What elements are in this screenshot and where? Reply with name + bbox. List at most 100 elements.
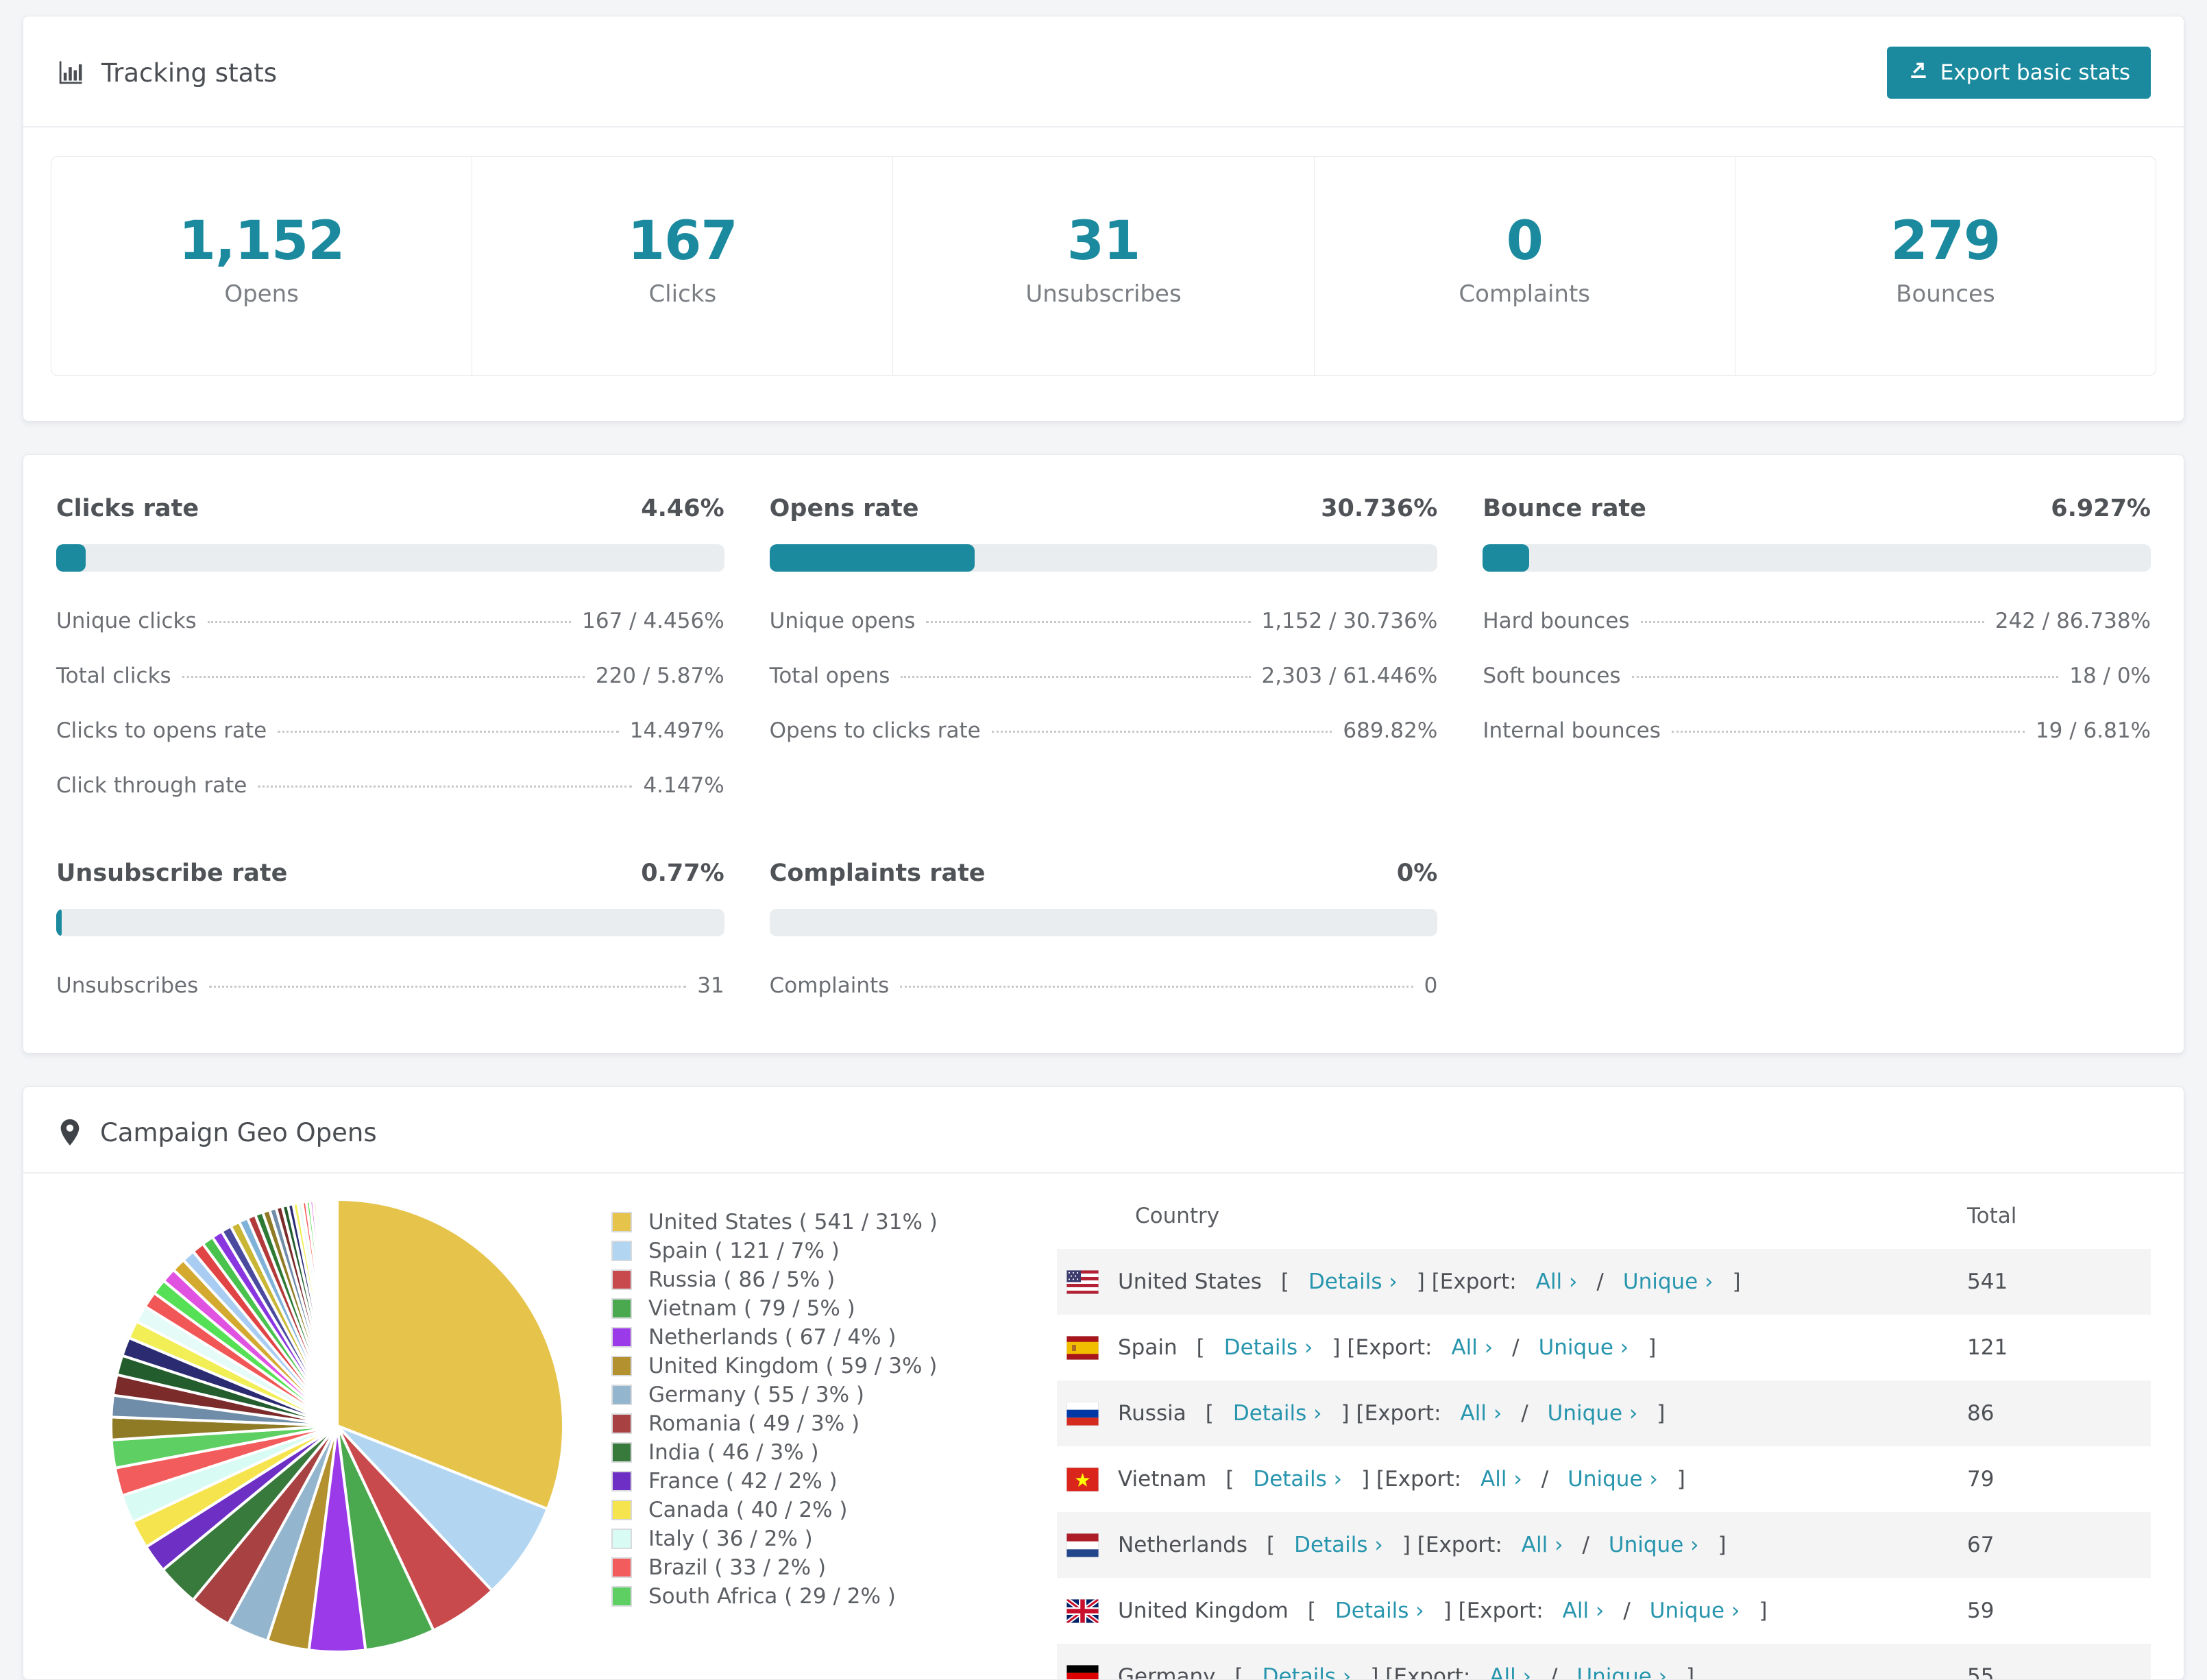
- dotted-leader: [278, 731, 619, 733]
- dotted-leader: [208, 621, 572, 623]
- export-prefix: ] [Export:: [1402, 1533, 1502, 1557]
- bracket: ]: [1759, 1598, 1767, 1623]
- rate-row-label: Total opens: [770, 664, 890, 688]
- rate-rows: Unsubscribes 31: [56, 973, 724, 998]
- export-all-link[interactable]: All ›: [1480, 1467, 1522, 1492]
- details-link[interactable]: Details ›: [1253, 1467, 1342, 1492]
- bracket: ]: [1677, 1467, 1685, 1492]
- rate-row-value: 2,303 / 61.446%: [1262, 664, 1438, 688]
- legend-item-russia: Russia ( 86 / 5% ): [611, 1265, 1057, 1294]
- separator: /: [1512, 1335, 1519, 1360]
- rate-row-value: 14.497%: [630, 718, 724, 743]
- table-row-us: United States [Details ›] [Export: All ›…: [1057, 1249, 2151, 1315]
- dotted-leader: [1672, 731, 2025, 733]
- export-unique-link[interactable]: Unique ›: [1623, 1269, 1714, 1294]
- legend-item-spain: Spain ( 121 / 7% ): [611, 1237, 1057, 1265]
- geo-content: United States ( 541 / 31% )Spain ( 121 /…: [23, 1173, 2184, 1680]
- geo-table-wrap: Country Total United States [Details ›] …: [1057, 1182, 2151, 1680]
- export-all-link[interactable]: All ›: [1461, 1401, 1502, 1426]
- rate-row-value: 1,152 / 30.736%: [1262, 609, 1438, 633]
- details-link[interactable]: Details ›: [1308, 1269, 1398, 1294]
- stat-value: 279: [1735, 210, 2156, 272]
- flag-es-icon: [1066, 1336, 1099, 1360]
- country-name: Netherlands: [1118, 1533, 1247, 1557]
- details-link[interactable]: Details ›: [1263, 1664, 1352, 1680]
- legend-swatch: [611, 1298, 632, 1319]
- legend-item-italy: Italy ( 36 / 2% ): [611, 1524, 1057, 1553]
- page-title: Tracking stats: [101, 58, 277, 88]
- bracket: [: [1234, 1664, 1243, 1680]
- rate-row-value: 167 / 4.456%: [582, 609, 724, 633]
- stat-value: 1,152: [51, 210, 472, 272]
- legend-item-canada: Canada ( 40 / 2% ): [611, 1496, 1057, 1524]
- export-all-link[interactable]: All ›: [1451, 1335, 1493, 1360]
- rate-row-value: 31: [697, 973, 724, 998]
- rate-row-label: Unsubscribes: [56, 973, 198, 998]
- export-all-link[interactable]: All ›: [1563, 1598, 1605, 1623]
- legend-item-united-states: United States ( 541 / 31% ): [611, 1208, 1057, 1237]
- legend-label: Spain ( 121 / 7% ): [648, 1239, 840, 1263]
- rate-title: Clicks rate: [56, 495, 199, 522]
- export-basic-stats-button[interactable]: Export basic stats: [1887, 47, 2151, 99]
- legend-label: Italy ( 36 / 2% ): [648, 1526, 813, 1551]
- export-unique-link[interactable]: Unique ›: [1568, 1467, 1658, 1492]
- bar-chart-icon: [56, 58, 85, 87]
- legend-item-france: France ( 42 / 2% ): [611, 1467, 1057, 1496]
- export-prefix: ] [Export:: [1417, 1269, 1517, 1294]
- country-cell: United Kingdom [Details ›] [Export: All …: [1057, 1598, 1967, 1623]
- details-link[interactable]: Details ›: [1294, 1533, 1383, 1557]
- bracket: ]: [1657, 1401, 1665, 1426]
- legend-label: Germany ( 55 / 3% ): [648, 1383, 864, 1407]
- column-header-country: Country: [1057, 1182, 1967, 1249]
- legend-label: South Africa ( 29 / 2% ): [648, 1584, 896, 1609]
- details-link[interactable]: Details ›: [1233, 1401, 1322, 1426]
- details-link[interactable]: Details ›: [1335, 1598, 1424, 1623]
- rate-progress-track: [770, 544, 1438, 572]
- table-row-nl: Netherlands [Details ›] [Export: All › /…: [1057, 1512, 2151, 1578]
- export-prefix: ] [Export:: [1361, 1467, 1461, 1492]
- legend-swatch: [611, 1327, 632, 1348]
- rate-progress-fill: [1483, 544, 1529, 572]
- rate-row-value: 220 / 5.87%: [596, 664, 724, 688]
- legend-swatch: [611, 1471, 632, 1492]
- separator: /: [1623, 1598, 1630, 1623]
- export-all-link[interactable]: All ›: [1489, 1664, 1531, 1680]
- separator: /: [1541, 1467, 1548, 1492]
- rate-row-value: 18 / 0%: [2069, 664, 2151, 688]
- rate-row-value: 4.147%: [643, 773, 724, 798]
- rate-progress-fill: [770, 544, 975, 572]
- export-unique-link[interactable]: Unique ›: [1609, 1533, 1699, 1557]
- stat-label: Unsubscribes: [893, 280, 1313, 308]
- export-unique-link[interactable]: Unique ›: [1548, 1401, 1638, 1426]
- export-all-link[interactable]: All ›: [1536, 1269, 1578, 1294]
- table-row-vn: Vietnam [Details ›] [Export: All › / Uni…: [1057, 1446, 2151, 1512]
- rate-value: 4.46%: [641, 495, 724, 522]
- export-unique-link[interactable]: Unique ›: [1539, 1335, 1629, 1360]
- export-unique-link[interactable]: Unique ›: [1650, 1598, 1740, 1623]
- legend-item-brazil: Brazil ( 33 / 2% ): [611, 1553, 1057, 1582]
- details-link[interactable]: Details ›: [1224, 1335, 1313, 1360]
- bracket: ]: [1686, 1664, 1694, 1680]
- export-unique-link[interactable]: Unique ›: [1576, 1664, 1667, 1680]
- legend-label: Vietnam ( 79 / 5% ): [648, 1296, 855, 1321]
- total-cell: 86: [1967, 1380, 2151, 1446]
- rate-row-label: Clicks to opens rate: [56, 718, 267, 743]
- campaign-geo-opens-card: Campaign Geo Opens United States ( 541 /…: [23, 1086, 2184, 1680]
- export-all-link[interactable]: All ›: [1522, 1533, 1563, 1557]
- bracket: [: [1308, 1598, 1316, 1623]
- country-name: Vietnam: [1118, 1467, 1206, 1492]
